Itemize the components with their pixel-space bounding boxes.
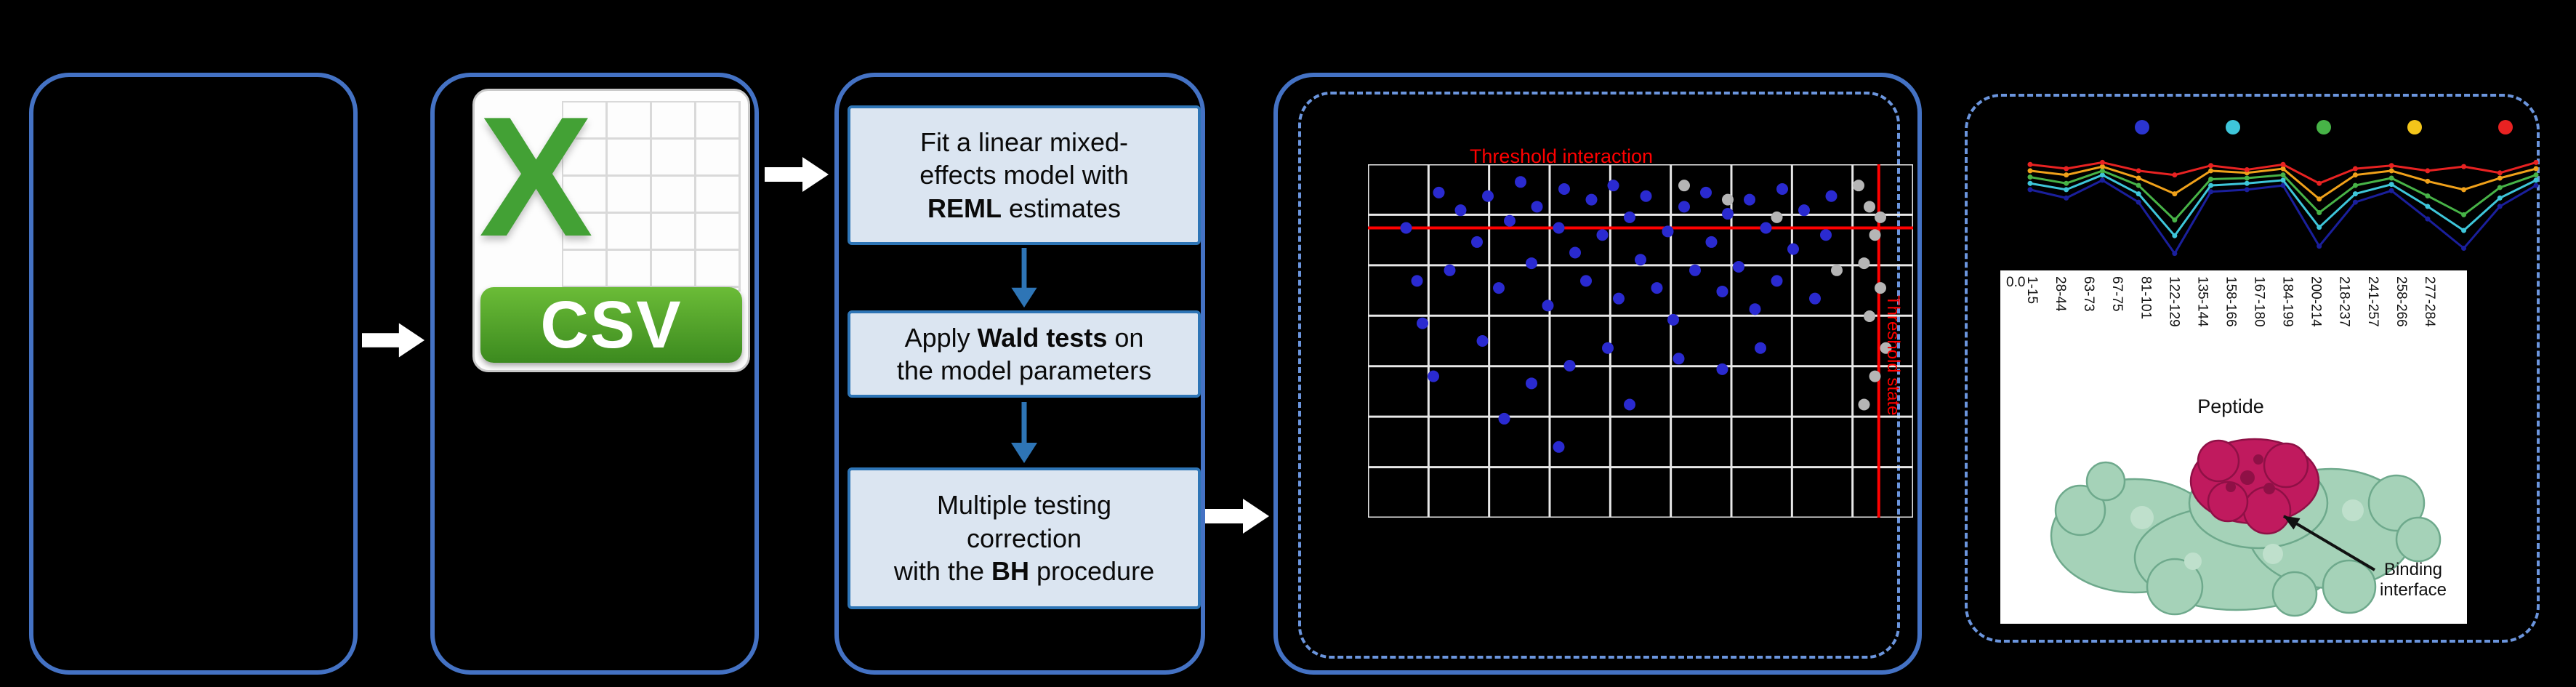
peptide-tick-label: 135-144: [2194, 276, 2210, 327]
peptide-tick-label: 28-44: [2053, 276, 2069, 312]
peptide-tick-label: 218-237: [2336, 276, 2352, 327]
peptide-tick-labels: 1-15 28-44 63-73 67-75 81-101 122-129 135-144 1…: [2024, 276, 2437, 391]
timepoint-legend-dot: [2317, 120, 2331, 134]
binding-interface-arrow: [2282, 515, 2376, 571]
peptide-tick-label: 122-129: [2166, 276, 2182, 327]
csv-banner: CSV: [480, 287, 742, 363]
threshold-state-label: Threshold state: [1883, 295, 1903, 416]
flow-arrow-down-1: [1011, 248, 1037, 308]
peptide-tick-label: 277-284: [2421, 276, 2437, 327]
timepoint-legend: [2135, 120, 2513, 134]
timepoint-legend-dot: [2226, 120, 2240, 134]
flow-arrow-down-2: [1011, 402, 1037, 463]
protein-highlights: [2130, 499, 2364, 570]
peptide-results-panel: 0.0 1-15 28-44 63-73 67-75 81-101 122-129 135-…: [1965, 94, 2540, 643]
peptide-tick-label: 63-73: [2081, 276, 2097, 312]
peptide-tick-label: 167-180: [2251, 276, 2267, 327]
interaction-scatter-plot: [1368, 164, 1913, 518]
binding-interface-shading: [2226, 454, 2275, 494]
csv-banner-label: CSV: [540, 287, 683, 362]
peptide-tick-label: 81-101: [2138, 276, 2154, 320]
flow-arrow-right-2: [765, 157, 829, 192]
binding-label-line1: Binding: [2383, 560, 2443, 579]
peptide-tick-label: 184-199: [2279, 276, 2295, 327]
peptide-tick-label: 258-266: [2393, 276, 2409, 327]
binding-interface-region: [2189, 438, 2320, 535]
peptide-axis-label: Peptide: [2197, 395, 2264, 417]
peptide-tick-label: 1-15: [2024, 276, 2040, 305]
binding-label-line2: interface: [2379, 579, 2447, 600]
scatter-results-panel: Threshold interaction Threshold state: [1273, 73, 1922, 675]
timepoint-legend-dot: [2135, 120, 2149, 134]
csv-page: X CSV: [472, 89, 750, 372]
peptide-tick-label: 158-166: [2223, 276, 2239, 327]
binding-interface-label: Binding interface: [2362, 560, 2464, 600]
y-axis-tick: 0.0: [2006, 275, 2026, 290]
step-bh-correction: Multiple testing correction with the BH pr…: [848, 467, 1201, 609]
step-fit-lmem: Fit a linear mixed-effects model with REM…: [848, 105, 1201, 245]
csv-file-icon: X CSV: [472, 89, 750, 372]
threshold-interaction-label: Threshold interaction: [1469, 145, 1654, 167]
excel-x-glyph: X: [479, 89, 593, 272]
protein-structure: [2050, 438, 2442, 617]
step-wald-tests: Apply Wald tests on the model parameters: [848, 310, 1201, 398]
peptide-tick-label: 67-75: [2109, 276, 2125, 312]
uptake-line-chart: [2027, 159, 2539, 257]
peptide-axis-box: 0.0 1-15 28-44 63-73 67-75 81-101 122-129 135-…: [2000, 270, 2467, 624]
scatter-dashed-frame: [1298, 92, 1900, 659]
peptide-tick-label: 241-257: [2364, 276, 2380, 327]
timepoint-legend-dot: [2498, 120, 2513, 134]
peptide-tick-label: 200-214: [2308, 276, 2324, 327]
flow-arrow-right-1: [362, 323, 425, 358]
timepoint-legend-dot: [2407, 120, 2422, 134]
input-data-panel: [29, 73, 358, 675]
spreadsheet-grid: [562, 101, 741, 292]
flow-arrow-right-3: [1205, 499, 1269, 534]
